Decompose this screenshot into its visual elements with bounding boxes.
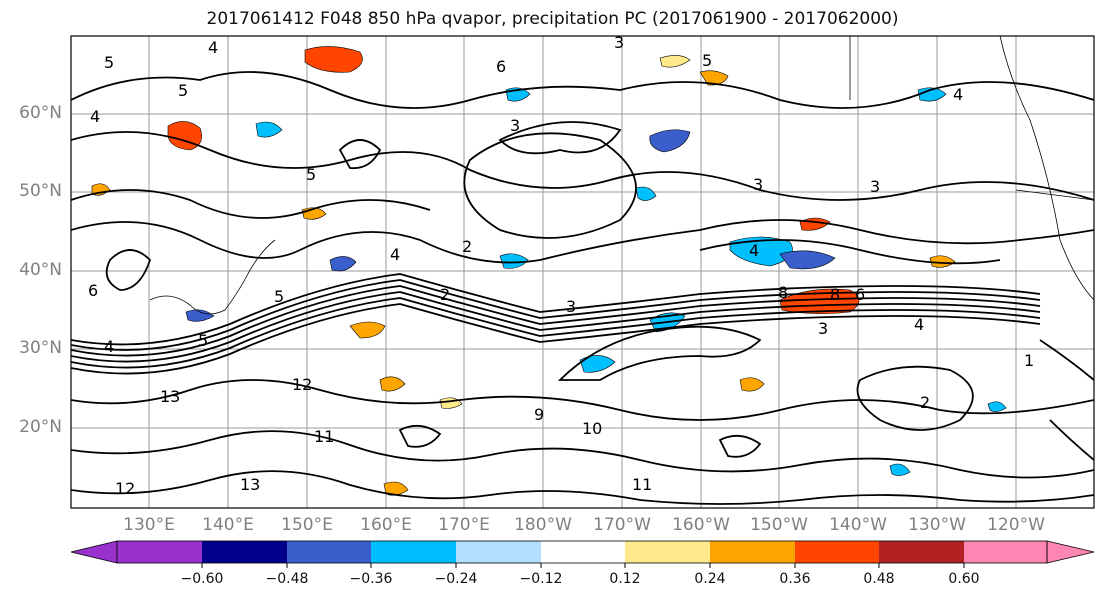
contour-label: 4 bbox=[914, 315, 924, 334]
contour-label: 3 bbox=[818, 319, 828, 338]
contour-label: 6 bbox=[855, 285, 865, 304]
contour-labels: 5 4 5 4 3 6 5 4 3 3 3 2 4 4 5 8 8 6 4 3 … bbox=[88, 33, 1034, 498]
lon-label-180w: 180°W bbox=[514, 515, 572, 535]
contour-label: 3 bbox=[870, 177, 880, 196]
contour-label: 4 bbox=[390, 245, 400, 264]
lon-label-130e: 130°E bbox=[123, 515, 175, 535]
contour-label: 4 bbox=[90, 107, 100, 126]
lon-label-160e: 160°E bbox=[360, 515, 412, 535]
colorbar-bin bbox=[964, 541, 1047, 563]
contour-label: 2 bbox=[440, 285, 450, 304]
colorbar-tick-label: −0.36 bbox=[349, 571, 393, 587]
colorbar-bin bbox=[456, 541, 541, 563]
lat-label-50n: 50°N bbox=[19, 181, 62, 201]
colorbar-tick-label: −0.48 bbox=[265, 571, 309, 587]
colorbar-bin bbox=[287, 541, 371, 563]
colorbar bbox=[70, 540, 1095, 568]
precip-negative-patches bbox=[185, 87, 1007, 476]
contour-label: 3 bbox=[753, 175, 763, 194]
colorbar-tick-label: 0.36 bbox=[779, 571, 811, 587]
map-title: 2017061412 F048 850 hPa qvapor, precipit… bbox=[206, 9, 899, 29]
contour-label: 3 bbox=[614, 33, 624, 52]
contour-label: 2 bbox=[462, 237, 472, 256]
qvapor-contours bbox=[71, 71, 1094, 505]
lat-label-20n: 20°N bbox=[19, 417, 62, 437]
lat-label-30n: 30°N bbox=[19, 338, 62, 358]
lon-label-120w: 120°W bbox=[987, 515, 1045, 535]
lat-label-60n: 60°N bbox=[19, 103, 62, 123]
lon-label-150w: 150°W bbox=[750, 515, 808, 535]
contour-label: 12 bbox=[115, 479, 135, 498]
contour-label: 8 bbox=[830, 285, 840, 304]
lon-label-130w: 130°W bbox=[908, 515, 966, 535]
contour-label: 10 bbox=[582, 419, 602, 438]
colorbar-tick-label: −0.24 bbox=[434, 571, 478, 587]
contour-label: 5 bbox=[198, 331, 208, 350]
contour-label: 4 bbox=[953, 85, 963, 104]
lon-label-140w: 140°W bbox=[829, 515, 887, 535]
colorbar-tick-label: −0.12 bbox=[519, 571, 563, 587]
map-frame bbox=[70, 35, 1095, 509]
map-content bbox=[71, 36, 1094, 508]
contour-label: 13 bbox=[240, 475, 260, 494]
contour-label: 5 bbox=[104, 53, 114, 72]
colorbar-bin bbox=[371, 541, 456, 563]
lon-label-170e: 170°E bbox=[438, 515, 490, 535]
contour-label: 2 bbox=[920, 393, 930, 412]
colorbar-tick-label: 0.24 bbox=[694, 571, 726, 587]
contour-label: 8 bbox=[778, 283, 788, 302]
colorbar-outline bbox=[116, 540, 1048, 564]
contour-label: 12 bbox=[292, 375, 312, 394]
colorbar-tick-label: 0.12 bbox=[609, 571, 641, 587]
contour-label: 3 bbox=[510, 116, 520, 135]
colorbar-bin bbox=[795, 541, 879, 563]
contour-label: 6 bbox=[88, 281, 98, 300]
contour-label: 4 bbox=[208, 38, 218, 57]
colorbar-bin bbox=[541, 541, 625, 563]
colorbar-high-extension bbox=[1046, 540, 1095, 564]
contour-label: 11 bbox=[314, 427, 334, 446]
contour-label: 1 bbox=[1024, 351, 1034, 370]
lon-label-160w: 160°W bbox=[672, 515, 730, 535]
colorbar-bin bbox=[202, 541, 287, 563]
contour-label: 13 bbox=[160, 387, 180, 406]
lon-label-150e: 150°E bbox=[281, 515, 333, 535]
contour-label: 11 bbox=[632, 475, 652, 494]
graticule bbox=[71, 36, 1094, 508]
lon-label-140e: 140°E bbox=[202, 515, 254, 535]
contour-label: 3 bbox=[566, 297, 576, 316]
colorbar-tick-label: 0.60 bbox=[948, 571, 980, 587]
contour-label: 5 bbox=[306, 165, 316, 184]
contour-label: 4 bbox=[104, 337, 114, 356]
colorbar-tick-marks bbox=[201, 563, 965, 568]
colorbar-bin bbox=[117, 541, 202, 563]
contour-label: 5 bbox=[178, 81, 188, 100]
coastlines bbox=[149, 36, 1094, 315]
contour-label: 5 bbox=[702, 51, 712, 70]
colorbar-bin bbox=[625, 541, 710, 563]
contour-label: 5 bbox=[274, 287, 284, 306]
contour-label: 9 bbox=[534, 405, 544, 424]
lat-label-40n: 40°N bbox=[19, 260, 62, 280]
lon-label-170w: 170°W bbox=[593, 515, 651, 535]
contour-label: 6 bbox=[496, 57, 506, 76]
colorbar-low-extension bbox=[70, 540, 118, 564]
contour-label: 4 bbox=[749, 241, 759, 260]
colorbar-tick-label: 0.48 bbox=[863, 571, 895, 587]
colorbar-bin bbox=[879, 541, 964, 563]
colorbar-tick-label: −0.60 bbox=[180, 571, 224, 587]
colorbar-bin bbox=[710, 541, 795, 563]
